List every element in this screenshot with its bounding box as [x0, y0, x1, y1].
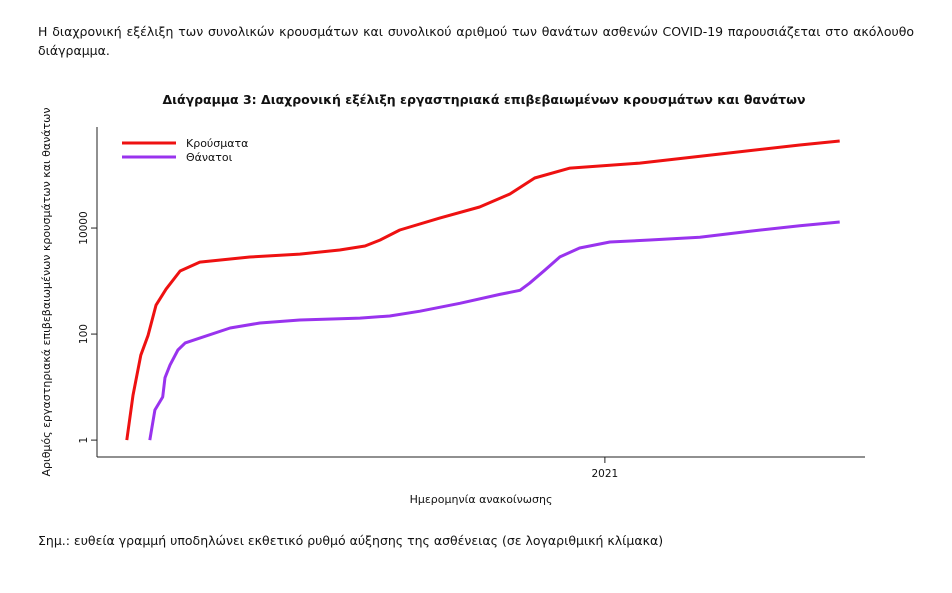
intro-text: Η διαχρονική εξέλιξη των συνολικών κρουσ…: [38, 24, 914, 58]
series-line: [148, 220, 840, 441]
chart-title: Διάγραμμα 3: Διαχρονική εξέλιξη εργαστηρ…: [162, 92, 805, 107]
y-axis-label: Αριθμός εργαστηριακά επιβεβαιωμένων κρου…: [40, 107, 53, 476]
y-tick-label: 100: [78, 324, 90, 344]
legend-label: Κρούσματα: [186, 137, 248, 150]
y-tick-label: 1: [78, 437, 90, 444]
x-axis-label: Ημερομηνία ανακοίνωσης: [410, 493, 553, 506]
x-tick-label: 2021: [592, 468, 619, 480]
series-line: [125, 139, 840, 441]
legend-label: Θάνατοι: [186, 151, 233, 164]
note-text: Σημ.: ευθεία γραμμή υποδηλώνει εκθετικό …: [38, 533, 664, 548]
y-tick-label: 10000: [78, 211, 90, 244]
